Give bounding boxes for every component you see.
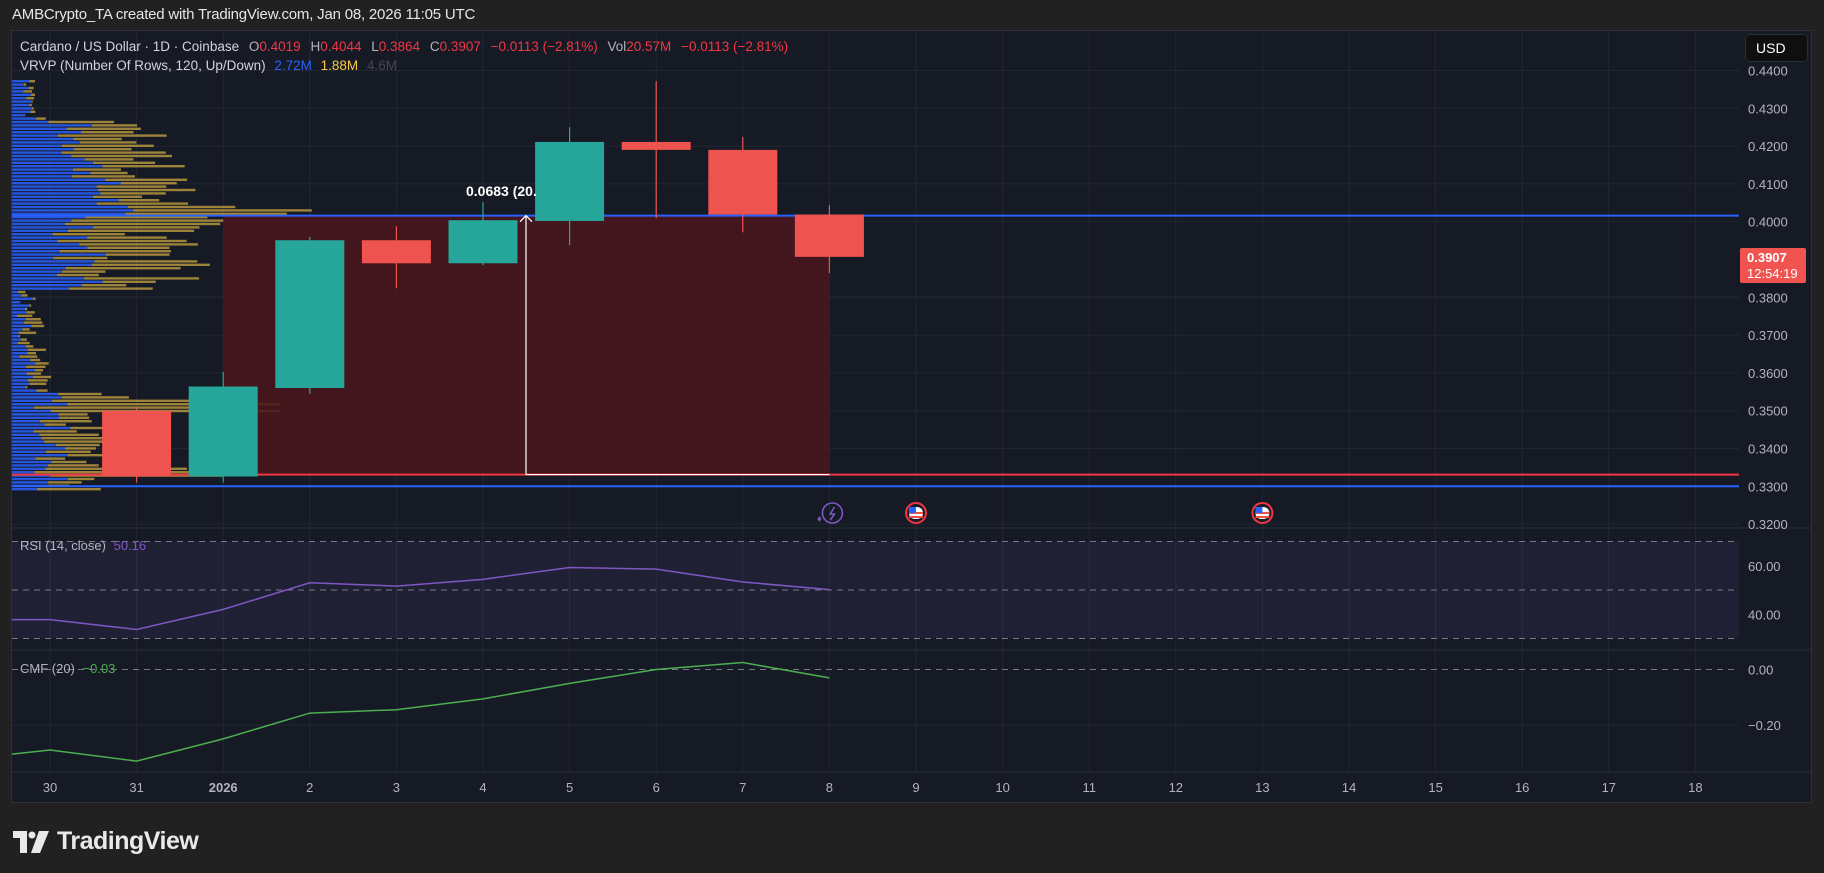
svg-text:0.4000: 0.4000: [1748, 215, 1788, 230]
svg-text:10: 10: [995, 780, 1009, 795]
candle: [275, 236, 345, 394]
svg-text:9: 9: [912, 780, 919, 795]
svg-text:7: 7: [739, 780, 746, 795]
svg-text:−0.20: −0.20: [1748, 718, 1781, 733]
svg-text:40.00: 40.00: [1748, 607, 1781, 622]
open-label: O: [248, 39, 260, 54]
svg-text:31: 31: [129, 780, 143, 795]
svg-text:13: 13: [1255, 780, 1269, 795]
cmf-value: −0.03: [82, 661, 116, 676]
symbol-title[interactable]: Cardano / US Dollar · 1D · Coinbase: [20, 39, 240, 54]
candle: [102, 406, 172, 483]
candlesticks: [102, 81, 864, 483]
low-label: L: [371, 39, 379, 54]
svg-text:5: 5: [566, 780, 573, 795]
vrvp-legend[interactable]: VRVP (Number Of Rows, 120, Up/Down) 2.72…: [20, 58, 397, 73]
tradingview-logo-icon: [13, 830, 49, 853]
svg-text:0.3200: 0.3200: [1748, 517, 1788, 532]
candle: [361, 226, 431, 289]
vrvp-down-volume: 1.88M: [320, 58, 359, 73]
svg-text:12: 12: [1169, 780, 1183, 795]
event-markers[interactable]: [817, 502, 1274, 524]
tradingview-logo[interactable]: TradingView: [13, 827, 199, 856]
candle: [448, 202, 518, 266]
high-value: 0.4044: [320, 39, 362, 54]
cmf-pane: [11, 661, 1739, 762]
price-axis[interactable]: 0.4400 0.4300 0.4200 0.4100 0.4000 0.3800 0.37…: [1748, 64, 1788, 734]
svg-text:4: 4: [479, 780, 486, 795]
cmf-legend[interactable]: CMF (20) −0.03: [20, 661, 115, 676]
time-axis[interactable]: 30 31 2026 2 3 4 5 6 7 8 9 10 11 12 13 14 15 16 17 18: [43, 780, 1703, 795]
close-label: C: [429, 39, 440, 54]
candle: [621, 81, 691, 219]
volume-value: 20.57M: [626, 39, 672, 54]
measure-label: 0.0683 (20.: [466, 183, 537, 199]
rsi-pane: [12, 541, 1739, 639]
svg-text:0.00: 0.00: [1748, 663, 1773, 678]
svg-text:0.3300: 0.3300: [1748, 479, 1788, 494]
svg-text:0.3800: 0.3800: [1748, 290, 1788, 305]
candle: [708, 137, 778, 233]
svg-text:0.4400: 0.4400: [1748, 64, 1788, 79]
rsi-label[interactable]: RSI (14, close): [20, 538, 106, 553]
vrvp-up-volume: 2.72M: [274, 58, 312, 73]
svg-text:0.3600: 0.3600: [1748, 366, 1788, 381]
vrvp-total-volume: 4.6M: [366, 58, 397, 73]
low-value: 0.3864: [378, 39, 421, 54]
bar-countdown: 12:54:19: [1747, 266, 1798, 281]
last-price-tag: 0.3907 12:54:19: [1740, 248, 1806, 283]
us-flag-event-icon[interactable]: [1251, 502, 1274, 524]
logo-text: TradingView: [57, 827, 199, 855]
svg-text:2026: 2026: [209, 780, 238, 795]
currency-button[interactable]: USD: [1745, 34, 1808, 62]
cmf-label[interactable]: CMF (20): [20, 661, 75, 676]
vrvp-label[interactable]: VRVP (Number Of Rows, 120, Up/Down): [20, 58, 266, 73]
us-flag-event-icon[interactable]: [905, 502, 927, 524]
svg-text:15: 15: [1428, 780, 1442, 795]
rsi-legend[interactable]: RSI (14, close) 50.16: [20, 538, 146, 553]
candle: [188, 371, 258, 483]
svg-text:17: 17: [1602, 780, 1616, 795]
svg-text:18: 18: [1688, 780, 1702, 795]
svg-text:0.3400: 0.3400: [1748, 442, 1788, 457]
symbol-legend[interactable]: Cardano / US Dollar · 1D · Coinbase O0.4…: [20, 39, 788, 54]
chart-credit: AMBCrypto_TA created with TradingView.co…: [12, 6, 476, 23]
svg-text:0.4300: 0.4300: [1748, 101, 1788, 116]
svg-text:16: 16: [1515, 780, 1529, 795]
svg-text:60.00: 60.00: [1748, 559, 1781, 574]
volume-label: Vol: [607, 39, 627, 54]
svg-text:14: 14: [1342, 780, 1356, 795]
svg-text:2: 2: [306, 780, 313, 795]
close-value: 0.3907: [439, 39, 481, 54]
high-label: H: [310, 39, 321, 54]
svg-text:6: 6: [653, 780, 660, 795]
measure-tool[interactable]: [519, 214, 830, 476]
candle: [535, 127, 605, 246]
candle: [794, 205, 864, 274]
svg-text:0.4200: 0.4200: [1748, 139, 1788, 154]
open-value: 0.4019: [259, 39, 301, 54]
change-value: −0.0113 (−2.81%): [490, 39, 598, 54]
earnings-flash-icon[interactable]: [817, 502, 844, 524]
svg-text:0.4100: 0.4100: [1748, 177, 1788, 192]
svg-text:8: 8: [826, 780, 833, 795]
last-price-value: 0.3907: [1747, 250, 1787, 265]
svg-text:0.3700: 0.3700: [1748, 328, 1788, 343]
svg-text:3: 3: [393, 780, 400, 795]
horizontal-lines[interactable]: [12, 214, 1739, 488]
svg-text:30: 30: [43, 780, 57, 795]
svg-text:11: 11: [1082, 780, 1096, 795]
rsi-value: 50.16: [113, 538, 147, 553]
volume-change: −0.0113 (−2.81%): [681, 39, 789, 54]
svg-text:0.3500: 0.3500: [1748, 404, 1788, 419]
